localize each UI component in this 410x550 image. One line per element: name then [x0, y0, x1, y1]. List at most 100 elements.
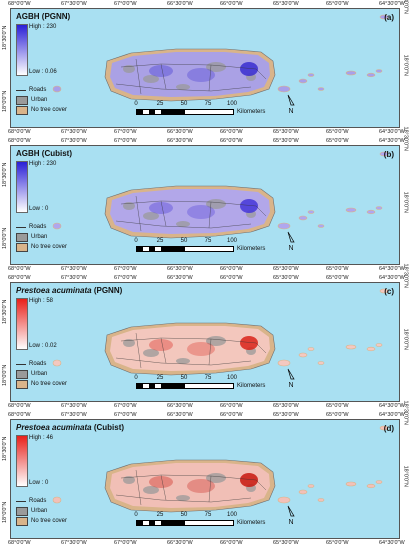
legend-no-tree: No tree cover [16, 105, 67, 115]
scale-labels: 0 25 50 75 100 [134, 375, 256, 383]
scale-bar: 0 25 50 75 100 Kilometers [134, 238, 265, 252]
urban-swatch [16, 369, 28, 379]
urban-patch [143, 212, 159, 220]
scale-segment [137, 110, 143, 114]
latitude-label-left: 18°30'0"N [2, 299, 8, 324]
scale-tick-label: 50 [180, 238, 188, 244]
longitude-label-bottom: 67°0'0"W [114, 266, 137, 272]
legend-roads: Roads [16, 496, 67, 506]
ramp-high-label: High : 46 [29, 435, 54, 441]
urban-patch [176, 84, 190, 90]
north-arrow-icon [287, 505, 295, 517]
scale-tick-label: 100 [226, 375, 238, 381]
longitude-label-top: 67°30'0"W [61, 138, 87, 144]
color-ramp [16, 161, 28, 213]
longitude-label-top: 67°0'0"W [114, 138, 137, 144]
no-tree-swatch [16, 379, 28, 389]
legend-no-tree: No tree cover [16, 516, 67, 526]
small-island [366, 346, 376, 352]
urban-patch [206, 336, 226, 346]
legend-roads-label: Roads [29, 498, 47, 504]
scale-segment [161, 521, 185, 525]
scale-segment [149, 384, 155, 388]
longitude-label-bottom: 67°0'0"W [114, 403, 137, 409]
island-map [52, 288, 389, 376]
legend-urban: Urban [16, 506, 67, 516]
small-island [317, 361, 325, 365]
legend-urban-label: Urban [31, 97, 48, 103]
roads-symbol [16, 89, 26, 91]
longitude-label-bottom: 65°30'0"W [273, 540, 299, 546]
color-ramp [16, 435, 28, 487]
roads-symbol [16, 226, 26, 228]
north-label: N [288, 382, 294, 389]
scale-segment [161, 247, 185, 251]
panel-title: Prestoea acuminata (PGNN) [16, 286, 122, 295]
longitude-label-top: 64°30'0"W [379, 1, 405, 7]
urban-patch [143, 486, 159, 494]
scale-segment [149, 521, 155, 525]
north-arrow-icon [287, 94, 295, 106]
color-ramp [16, 24, 28, 76]
urban-swatch [16, 232, 28, 242]
legend: Roads Urban No tree cover [16, 496, 67, 526]
longitude-label-top: 65°0'0"W [326, 1, 349, 7]
interior-high-values [149, 202, 173, 214]
legend-no-tree: No tree cover [16, 379, 67, 389]
north-arrow: N [286, 94, 296, 115]
urban-swatch [16, 95, 28, 105]
latitude-label-left: 18°0'0"N [2, 227, 8, 249]
urban-patch [123, 202, 135, 210]
small-island [52, 85, 62, 93]
map-panel: 68°0'0"W 67°30'0"W 67°0'0"W 66°30'0"W 66°0'0… [0, 127, 410, 274]
longitude-label-top: 68°0'0"W [8, 412, 31, 418]
longitude-label-bottom: 67°0'0"W [114, 129, 137, 135]
small-island [307, 210, 315, 214]
latitude-label-right: 18°0'0"N [402, 465, 408, 487]
longitude-label-top: 66°30'0"W [167, 412, 193, 418]
ramp-high-label: High : 58 [29, 298, 54, 304]
panel-letter: (d) [383, 424, 394, 433]
small-island [52, 359, 62, 367]
scale-segment [137, 521, 143, 525]
urban-patch [123, 476, 135, 484]
hotspot [240, 199, 258, 213]
longitude-label-bottom: 67°30'0"W [61, 266, 87, 272]
longitude-label-top: 66°30'0"W [167, 1, 193, 7]
scale-segment [155, 110, 161, 114]
scale-tick-label: 50 [180, 101, 188, 107]
small-island [52, 222, 62, 230]
legend: Roads Urban No tree cover [16, 359, 67, 389]
scale-segment [143, 110, 149, 114]
scale-segment [149, 110, 155, 114]
longitude-label-top: 65°0'0"W [326, 412, 349, 418]
longitude-label-bottom: 65°0'0"W [326, 540, 349, 546]
longitude-label-top: 66°0'0"W [220, 275, 243, 281]
roads-symbol [16, 500, 26, 502]
scale-bar-graphic [136, 109, 234, 115]
ramp-low-label: Low : 0 [29, 480, 49, 486]
hotspot [240, 473, 258, 487]
legend-roads: Roads [16, 85, 67, 95]
longitude-label-bottom: 67°30'0"W [61, 403, 87, 409]
scale-tick-label: 100 [226, 101, 238, 107]
longitude-label-bottom: 66°0'0"W [220, 403, 243, 409]
longitude-label-top: 68°0'0"W [8, 138, 31, 144]
longitude-label-bottom: 65°0'0"W [326, 129, 349, 135]
scale-unit: Kilometers [237, 383, 266, 389]
small-island [375, 480, 383, 484]
scale-bar: 0 25 50 75 100 Kilometers [134, 375, 266, 389]
small-island [298, 352, 308, 358]
road [115, 220, 252, 229]
small-island [277, 85, 291, 93]
scale-tick-label: 0 [134, 101, 138, 107]
hotspot [240, 62, 258, 76]
legend-no-tree-label: No tree cover [31, 381, 68, 387]
latitude-label-right: 18°30'0"N [402, 400, 408, 425]
small-island [379, 288, 389, 294]
small-island [298, 78, 308, 84]
longitude-label-bottom: 65°30'0"W [273, 266, 299, 272]
longitude-label-bottom: 65°30'0"W [273, 403, 299, 409]
small-island [345, 481, 357, 487]
interior-high-values [187, 205, 215, 219]
